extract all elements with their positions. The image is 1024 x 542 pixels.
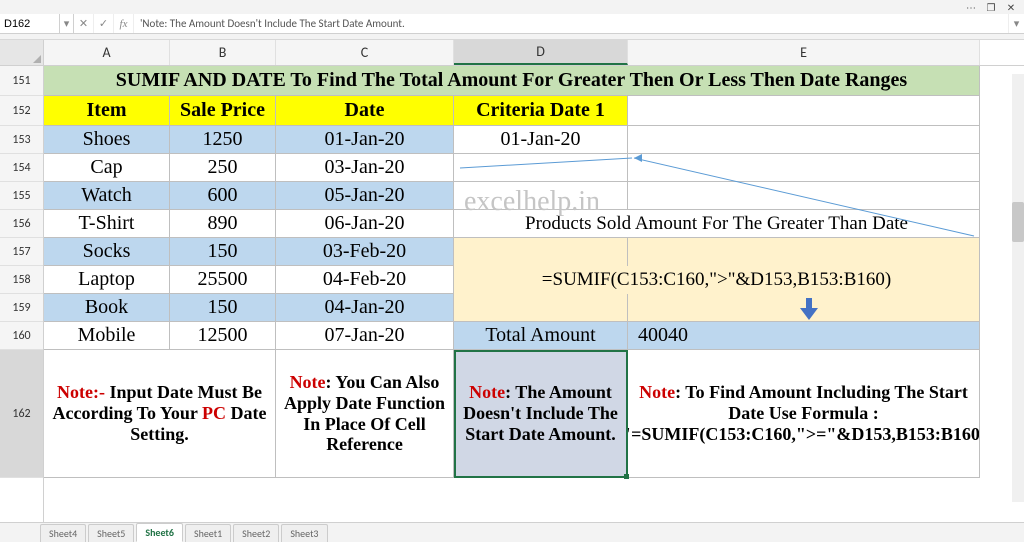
vertical-scrollbar[interactable] — [1012, 74, 1024, 502]
sheet-tab-sheet1[interactable]: Sheet1 — [185, 524, 231, 542]
cell-price-160[interactable]: 12500 — [170, 322, 276, 350]
close-icon[interactable]: ✕ — [1004, 1, 1018, 14]
row-headers: 151152153154155156157158159160162 — [0, 40, 44, 522]
sheet-tab-sheet3[interactable]: Sheet3 — [281, 524, 327, 542]
cell-price-156[interactable]: 890 — [170, 210, 276, 238]
column-headers: ABCDE — [44, 40, 1024, 66]
cell-price-158[interactable]: 25500 — [170, 266, 276, 294]
cell-d155[interactable] — [454, 182, 628, 210]
formula-bar: ▾ ✕ ✓ fx 'Note: The Amount Doesn't Inclu… — [0, 14, 1024, 34]
formula-expand-icon[interactable]: ▾ — [1008, 14, 1024, 33]
cell-d157[interactable] — [454, 238, 628, 266]
header-date[interactable]: Date — [276, 96, 454, 126]
name-box[interactable] — [0, 14, 60, 33]
note-e[interactable]: Note: To Find Amount Including The Start… — [628, 350, 980, 478]
title-cell[interactable]: SUMIF AND DATE To Find The Total Amount … — [44, 66, 980, 96]
sheet-tabs: Sheet4Sheet5Sheet6Sheet1Sheet2Sheet3 — [0, 522, 1024, 542]
cell-e153[interactable] — [628, 126, 980, 154]
cell-item-155[interactable]: Watch — [44, 182, 170, 210]
cell-e155[interactable] — [628, 182, 980, 210]
scrollbar-thumb[interactable] — [1012, 202, 1024, 242]
select-all-corner[interactable] — [0, 40, 43, 66]
cell-date-155[interactable]: 05-Jan-20 — [276, 182, 454, 210]
cell-price-153[interactable]: 1250 — [170, 126, 276, 154]
note-ab[interactable]: Note:- Input Date Must Be According To Y… — [44, 350, 276, 478]
cell-date-153[interactable]: 01-Jan-20 — [276, 126, 454, 154]
cell-date-154[interactable]: 03-Jan-20 — [276, 154, 454, 182]
cell-item-159[interactable]: Book — [44, 294, 170, 322]
cell-item-156[interactable]: T-Shirt — [44, 210, 170, 238]
cell-item-154[interactable]: Cap — [44, 154, 170, 182]
cell-e156[interactable]: Products Sold Amount For The Greater Tha… — [454, 210, 980, 238]
header-item[interactable]: Item — [44, 96, 170, 126]
column-header-D[interactable]: D — [454, 40, 628, 65]
cell-e154[interactable] — [628, 154, 980, 182]
cancel-formula-icon[interactable]: ✕ — [74, 14, 94, 33]
sheet-tab-sheet4[interactable]: Sheet4 — [40, 524, 86, 542]
row-header-155[interactable]: 155 — [0, 182, 43, 210]
cell-price-154[interactable]: 250 — [170, 154, 276, 182]
row-header-162[interactable]: 162 — [0, 350, 43, 478]
cells-area[interactable]: SUMIF AND DATE To Find The Total Amount … — [44, 66, 1024, 522]
row-header-153[interactable]: 153 — [0, 126, 43, 154]
note-d[interactable]: Note: The Amount Doesn't Include The Sta… — [454, 350, 628, 478]
excel-window: ⋯ ❐ ✕ ▾ ✕ ✓ fx 'Note: The Amount Doesn't… — [0, 0, 1024, 542]
column-header-C[interactable]: C — [276, 40, 454, 65]
cell-price-157[interactable]: 150 — [170, 238, 276, 266]
fx-icon[interactable]: fx — [114, 14, 134, 33]
cell-date-159[interactable]: 04-Jan-20 — [276, 294, 454, 322]
column-header-B[interactable]: B — [170, 40, 276, 65]
cell-price-159[interactable]: 150 — [170, 294, 276, 322]
worksheet-grid: 151152153154155156157158159160162 ABCDE … — [0, 40, 1024, 522]
sheet-tab-sheet6[interactable]: Sheet6 — [136, 523, 183, 542]
header-criteria[interactable]: Criteria Date 1 — [454, 96, 628, 126]
row-header-160[interactable]: 160 — [0, 322, 43, 350]
cell-e158[interactable]: =SUMIF(C153:C160,">"&D153,B153:B160) — [454, 266, 980, 294]
cell-d160[interactable]: Total Amount — [454, 322, 628, 350]
note-c[interactable]: Note: You Can Also Apply Date Function I… — [276, 350, 454, 478]
cell-date-156[interactable]: 06-Jan-20 — [276, 210, 454, 238]
row-header-158[interactable]: 158 — [0, 266, 43, 294]
cell-date-157[interactable]: 03-Feb-20 — [276, 238, 454, 266]
row-header-157[interactable]: 157 — [0, 238, 43, 266]
restore-icon[interactable]: ❐ — [984, 1, 998, 14]
name-box-dropdown-icon[interactable]: ▾ — [60, 14, 74, 33]
header-sale-price[interactable]: Sale Price — [170, 96, 276, 126]
name-box-input[interactable] — [4, 18, 55, 30]
cell-date-158[interactable]: 04-Feb-20 — [276, 266, 454, 294]
window-controls: ⋯ ❐ ✕ — [0, 0, 1024, 14]
row-header-156[interactable]: 156 — [0, 210, 43, 238]
cell-item-153[interactable]: Shoes — [44, 126, 170, 154]
arrow-down-icon — [800, 298, 818, 320]
cell-d153[interactable]: 01-Jan-20 — [454, 126, 628, 154]
cell-e157[interactable] — [628, 238, 980, 266]
cell-e152[interactable] — [628, 96, 980, 126]
row-header-159[interactable]: 159 — [0, 294, 43, 322]
cell-d154[interactable] — [454, 154, 628, 182]
row-header-154[interactable]: 154 — [0, 154, 43, 182]
cell-e160[interactable]: 40040 — [628, 322, 980, 350]
more-icon[interactable]: ⋯ — [964, 1, 978, 14]
row-header-152[interactable]: 152 — [0, 96, 43, 126]
sheet-tab-sheet5[interactable]: Sheet5 — [88, 524, 134, 542]
cell-d159[interactable] — [454, 294, 628, 322]
row-header-151[interactable]: 151 — [0, 66, 43, 96]
cell-date-160[interactable]: 07-Jan-20 — [276, 322, 454, 350]
sheet-tab-sheet2[interactable]: Sheet2 — [233, 524, 279, 542]
column-header-E[interactable]: E — [628, 40, 980, 65]
formula-input[interactable]: 'Note: The Amount Doesn't Include The St… — [134, 14, 1008, 33]
enter-formula-icon[interactable]: ✓ — [94, 14, 114, 33]
cell-item-158[interactable]: Laptop — [44, 266, 170, 294]
columns-area: ABCDE SUMIF AND DATE To Find The Total A… — [44, 40, 1024, 522]
column-header-A[interactable]: A — [44, 40, 170, 65]
cell-price-155[interactable]: 600 — [170, 182, 276, 210]
cell-item-160[interactable]: Mobile — [44, 322, 170, 350]
cell-item-157[interactable]: Socks — [44, 238, 170, 266]
